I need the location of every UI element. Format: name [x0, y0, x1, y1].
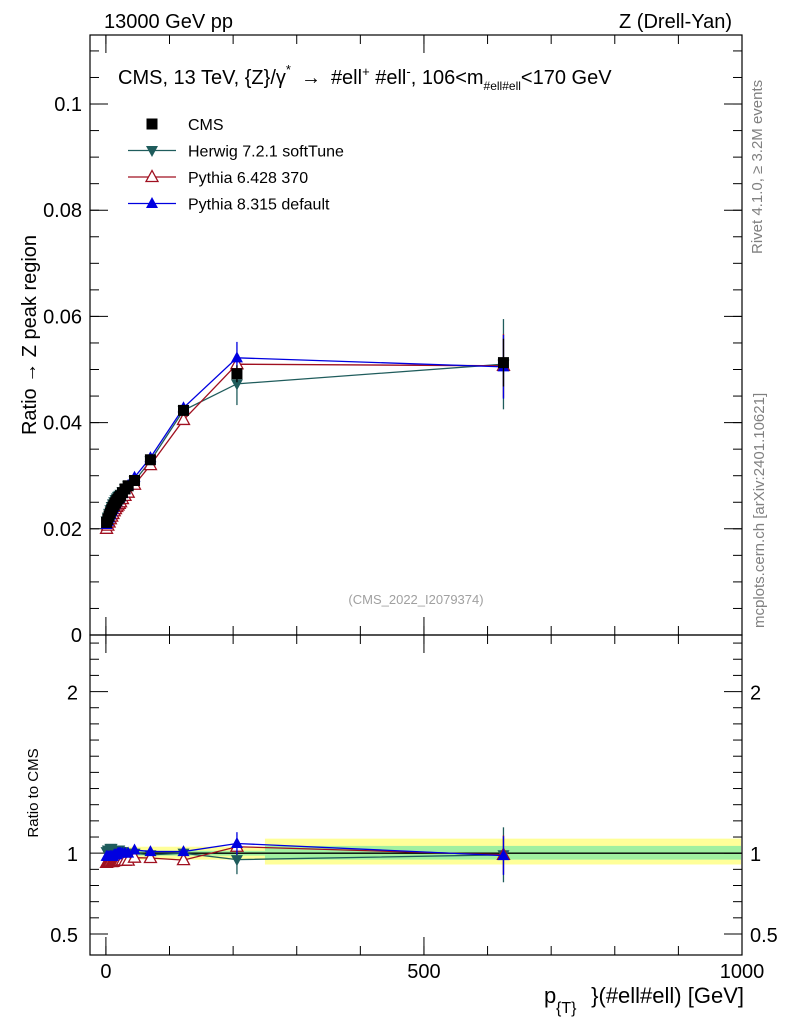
ratio-panel: Ratio to CMS 0.5 0.5 1 1 2 2 0 500 1000 p {T} }(…: [25, 634, 778, 1017]
header-left: 13000 GeV pp: [104, 11, 233, 33]
legend-label: Herwig 7.2.1 softTune: [188, 144, 344, 161]
series-line: [105, 363, 504, 522]
ratio-xtick-label: 1000: [720, 961, 765, 983]
ratio-ytick-label-right: 2: [750, 683, 761, 705]
x-axis-label-rest: }(#ell#ell) [GeV]: [591, 983, 744, 1008]
data-point: [231, 368, 243, 380]
series-cms: [101, 338, 509, 528]
series-pythia-6-428-370: [99, 333, 511, 534]
ratio-point: [176, 852, 191, 866]
main-ytick-label: 0.1: [54, 94, 82, 116]
legend-label: Pythia 8.315 default: [188, 197, 330, 214]
main-ylabel: Ratio → Z peak region: [19, 235, 41, 435]
main-panel: CMS, 13 TeV, {Z}/γ* → #ell+ #ell-, 106<m#e…: [19, 34, 743, 647]
legend-entry: Herwig 7.2.1 softTune: [128, 144, 344, 161]
main-ytick-label: 0.08: [43, 200, 82, 222]
legend-marker: [146, 118, 158, 130]
ratio-ytick-label-right: 1: [750, 844, 761, 866]
ratio-series-pythia-8-315-default: [100, 832, 510, 875]
series-line: [105, 363, 504, 530]
mcplots-label: mcplots.cern.ch [arXiv:2401.10621]: [751, 393, 768, 628]
x-axis-label-sub: {T}: [556, 1000, 577, 1017]
legend-marker: [146, 146, 158, 157]
legend-label: Pythia 6.428 370: [188, 170, 308, 187]
ratio-ytick-label: 2: [67, 683, 78, 705]
ratio-point: [128, 843, 141, 855]
data-point: [144, 454, 156, 466]
data-point: [497, 357, 509, 369]
ratio-point: [143, 850, 158, 864]
header-right: Z (Drell-Yan): [619, 11, 732, 33]
main-ytick-label: 0: [71, 625, 82, 647]
x-axis-label: p: [544, 983, 556, 1008]
ratio-ytick-label: 0.5: [50, 925, 78, 947]
main-series: [99, 319, 511, 534]
ratio-point: [122, 846, 135, 858]
legend-marker: [146, 197, 158, 208]
ratio-point: [144, 845, 157, 857]
data-point: [230, 351, 243, 363]
main-ytick-label: 0.04: [43, 413, 82, 435]
legend-label: CMS: [188, 117, 224, 134]
data-point: [122, 480, 134, 492]
series-herwig-7-2-1-softtune: [100, 319, 510, 528]
ratio-ylabel: Ratio to CMS: [25, 748, 42, 837]
ratio-ytick-label: 1: [67, 844, 78, 866]
legend-marker: [144, 169, 160, 183]
legend-entry: Pythia 8.315 default: [128, 197, 330, 214]
main-ytick-label: 0.06: [43, 306, 82, 328]
data-point: [176, 412, 191, 426]
main-ytick-label: 0.02: [43, 519, 82, 541]
main-title: CMS, 13 TeV, {Z}/γ* → #ell+ #ell-, 106<m#e…: [118, 62, 612, 93]
ratio-xtick-label: 0: [100, 961, 111, 983]
series-line: [105, 357, 504, 525]
legend: CMS Herwig 7.2.1 softTune Pythia 6.428 370…: [128, 117, 344, 214]
ratio-series: [99, 827, 511, 883]
ratio-point: [230, 836, 243, 848]
analysis-watermark: (CMS_2022_I2079374): [348, 592, 483, 607]
legend-entry: CMS: [146, 117, 224, 134]
rivet-label: Rivet 4.1.0, ≥ 3.2M events: [749, 80, 766, 254]
ratio-point: [177, 845, 190, 857]
legend-entry: Pythia 6.428 370: [128, 169, 308, 187]
ratio-xtick-label: 500: [407, 961, 440, 983]
data-point: [178, 404, 190, 416]
main-axis-ticks: 0 0.02 0.04 0.06 0.08 0.1: [43, 35, 743, 647]
ratio-point: [497, 849, 510, 861]
ratio-axis-ticks: 0.5 0.5 1 1 2 2 0 500 1000: [50, 635, 778, 983]
ratio-ytick-label-right: 0.5: [750, 925, 778, 947]
data-point: [230, 379, 243, 391]
ratio-point: [230, 855, 243, 867]
data-point: [129, 474, 141, 486]
ratio-frame: [89, 634, 743, 956]
